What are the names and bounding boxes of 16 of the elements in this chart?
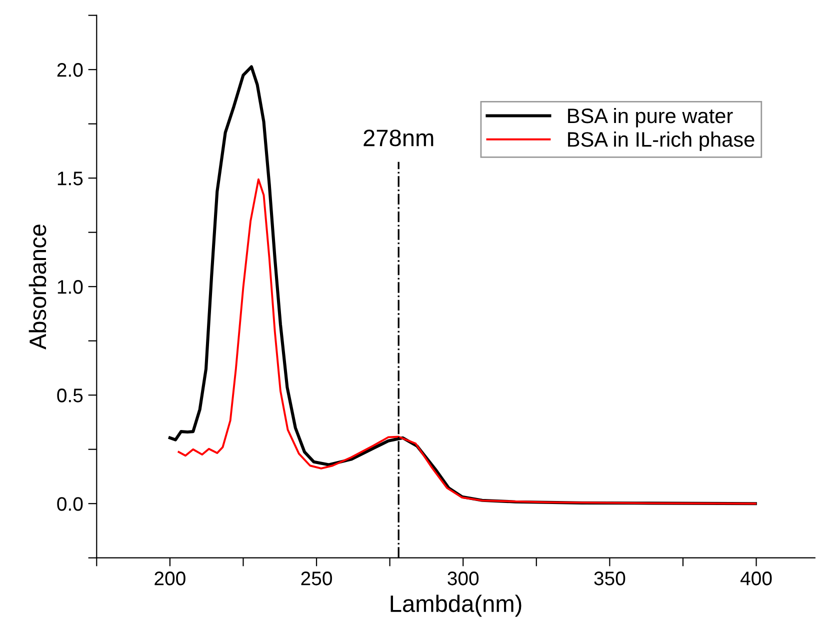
y-tick-label: 0.5 — [57, 388, 83, 402]
legend-label: BSA in IL-rich phase — [568, 132, 754, 151]
x-tick-label: 200 — [154, 572, 186, 586]
y-tick-label: 1.0 — [58, 280, 83, 294]
line-series — [178, 178, 756, 505]
legend-label: BSA in pure water — [568, 108, 733, 128]
ref-line-label: 278nm — [364, 130, 434, 146]
x-tick-label: 400 — [740, 572, 772, 586]
x-tick-label: 250 — [301, 572, 332, 586]
y-tick-label: 0.0 — [57, 497, 83, 511]
y-axis-title: Absorbance — [28, 224, 46, 350]
x-tick-label: 350 — [594, 572, 626, 586]
x-tick-label: 300 — [448, 572, 479, 586]
y-tick-label: 1.5 — [58, 172, 83, 186]
y-tick-label: 2.0 — [57, 63, 83, 77]
x-axis-title: Lambda(nm) — [390, 594, 522, 617]
